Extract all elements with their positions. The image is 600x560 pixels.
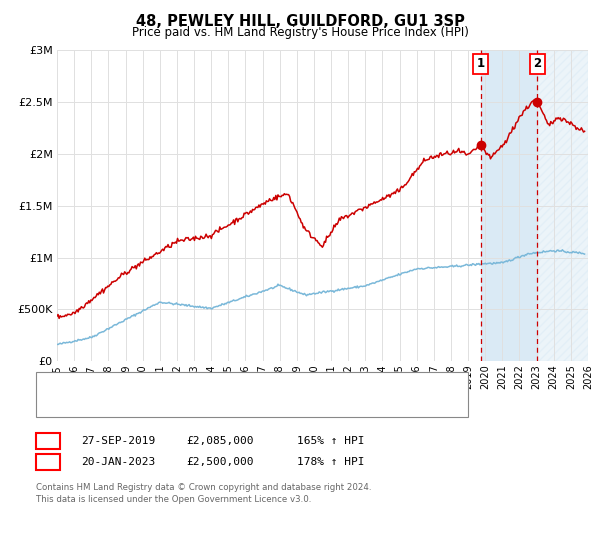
Text: Price paid vs. HM Land Registry's House Price Index (HPI): Price paid vs. HM Land Registry's House … — [131, 26, 469, 39]
Text: 2: 2 — [44, 455, 52, 469]
Bar — [538, 50, 588, 361]
Text: ———: ——— — [43, 398, 85, 412]
Text: £2,500,000: £2,500,000 — [186, 457, 254, 467]
Text: 27-SEP-2019: 27-SEP-2019 — [81, 436, 155, 446]
Text: 2: 2 — [533, 57, 542, 71]
Text: Contains HM Land Registry data © Crown copyright and database right 2024.: Contains HM Land Registry data © Crown c… — [36, 483, 371, 492]
Text: This data is licensed under the Open Government Licence v3.0.: This data is licensed under the Open Gov… — [36, 495, 311, 504]
Text: HPI: Average price, detached house, Guildford: HPI: Average price, detached house, Guil… — [75, 400, 328, 410]
Text: 178% ↑ HPI: 178% ↑ HPI — [297, 457, 365, 467]
Text: ———: ——— — [43, 377, 85, 391]
Text: 20-JAN-2023: 20-JAN-2023 — [81, 457, 155, 467]
Text: 48, PEWLEY HILL, GUILDFORD, GU1 3SP: 48, PEWLEY HILL, GUILDFORD, GU1 3SP — [136, 14, 464, 29]
Text: 1: 1 — [477, 57, 485, 71]
Bar — [481, 50, 538, 361]
Text: 165% ↑ HPI: 165% ↑ HPI — [297, 436, 365, 446]
Text: 1: 1 — [44, 434, 52, 447]
Text: £2,085,000: £2,085,000 — [186, 436, 254, 446]
Text: 48, PEWLEY HILL, GUILDFORD, GU1 3SP (detached house): 48, PEWLEY HILL, GUILDFORD, GU1 3SP (det… — [75, 380, 392, 390]
